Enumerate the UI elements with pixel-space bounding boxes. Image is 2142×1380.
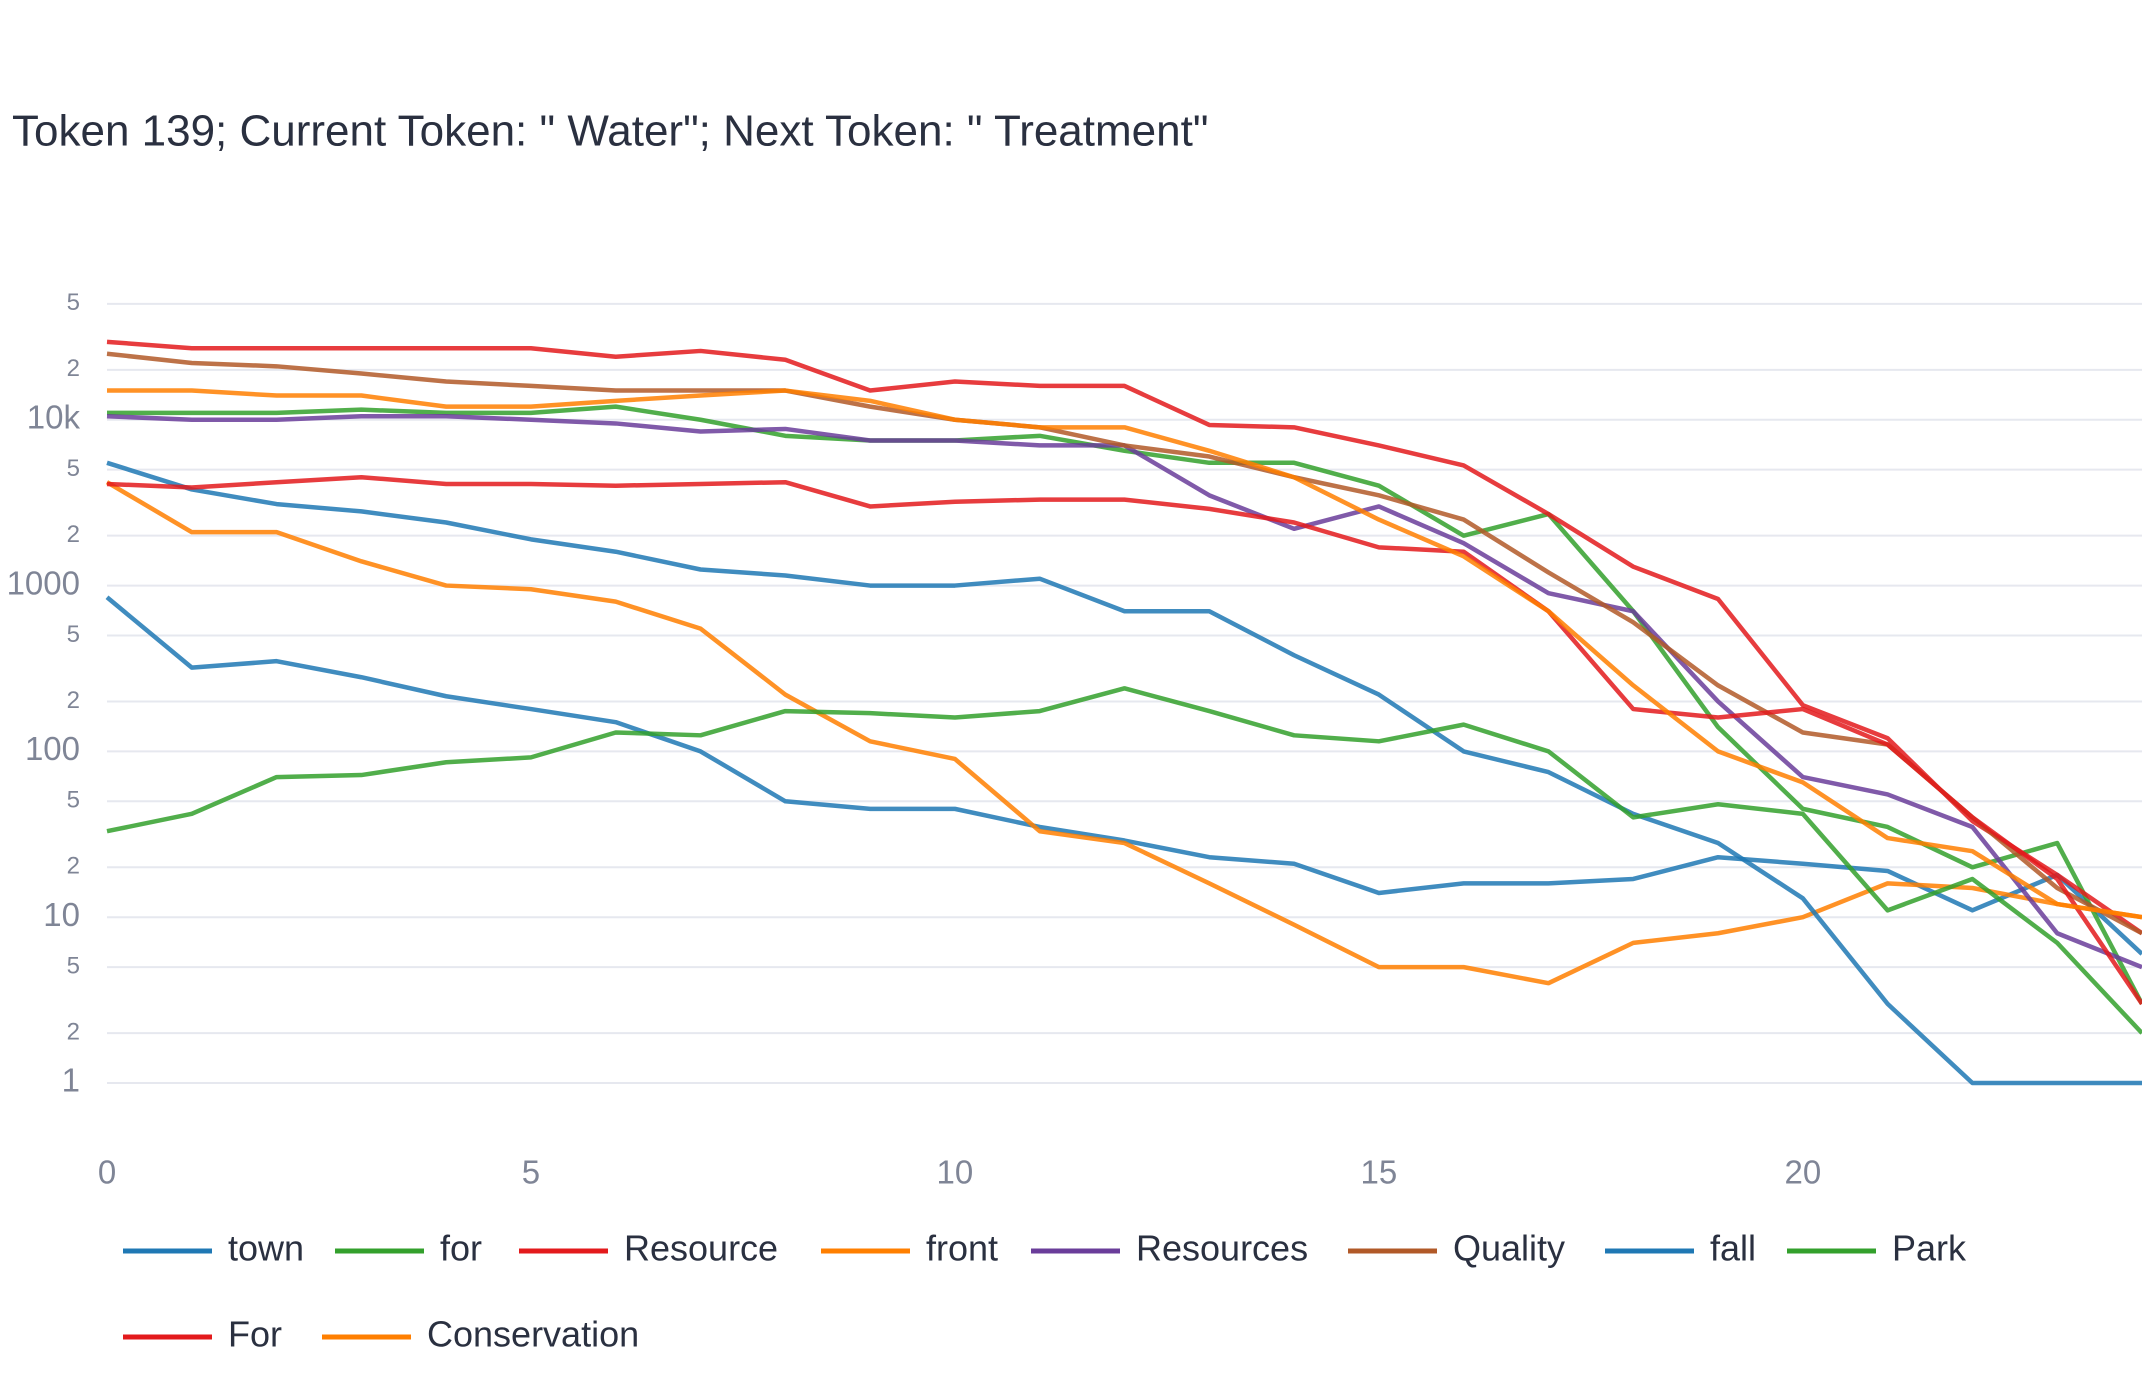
legend-label: Quality [1453, 1228, 1565, 1269]
legend-label: fall [1710, 1228, 1756, 1269]
y-tick-label: 2 [67, 521, 80, 548]
plot-area [105, 339, 2142, 1086]
y-tick-label: 5 [67, 289, 80, 316]
legend-label: Resource [624, 1228, 778, 1269]
legend-label: Park [1892, 1228, 1967, 1269]
data-line [106, 351, 2142, 936]
y-tick-label: 2 [67, 687, 80, 714]
y-tick-label: 2 [67, 355, 80, 382]
data-line [105, 595, 2142, 956]
x-tick-label: 20 [1784, 1154, 1821, 1191]
legend-label: town [228, 1228, 304, 1269]
data-line [107, 404, 2142, 1005]
legend-label: Conservation [427, 1314, 639, 1355]
legend-label: Resources [1136, 1228, 1308, 1269]
data-line [106, 339, 2142, 936]
y-tick-label: 1 [62, 1062, 80, 1099]
y-tick-label: 2 [67, 853, 80, 880]
y-tick-label: 5 [67, 455, 80, 482]
x-tick-label: 0 [98, 1154, 116, 1191]
legend: town for Resource front Resources Quality fall… [123, 1228, 1967, 1355]
data-line [107, 388, 2142, 920]
y-tick-label: 2 [67, 1018, 80, 1045]
y-tick-label: 100 [25, 730, 80, 767]
data-line [106, 475, 2142, 1006]
y-tick-label: 5 [67, 952, 80, 979]
legend-label: For [228, 1314, 282, 1355]
y-tick-label: 10k [27, 398, 81, 435]
y-tick-label: 5 [67, 787, 80, 814]
x-tick-label: 15 [1361, 1154, 1398, 1191]
x-tick-label: 10 [937, 1154, 974, 1191]
x-tick-label: 5 [522, 1154, 540, 1191]
data-line [106, 460, 2142, 1086]
y-tick-label: 1000 [7, 564, 80, 601]
grid: 1 2 5 10 2 5 100 2 5 1000 2 5 10k 2 5 0 5 10 15 20 [7, 289, 2142, 1191]
data-line [105, 480, 2142, 986]
chart-title: Token 139; Current Token: " Water"; Next… [12, 107, 1208, 156]
data-line [106, 686, 2142, 1035]
y-tick-label: 5 [67, 621, 80, 648]
legend-label: for [440, 1228, 482, 1269]
legend-label: front [926, 1228, 998, 1269]
y-tick-label: 10 [43, 896, 80, 933]
